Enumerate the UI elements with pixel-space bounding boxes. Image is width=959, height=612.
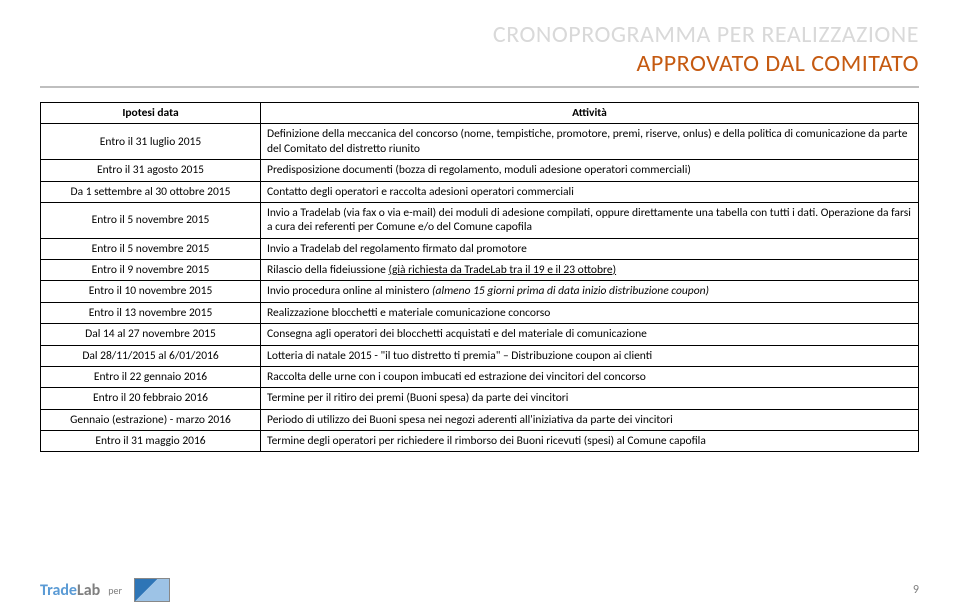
logo-trade-text: Trade bbox=[40, 581, 77, 600]
activity-cell: Contatto degli operatori e raccolta ades… bbox=[261, 181, 919, 202]
title-block: CRONOPROGRAMMA PER REALIZZAZIONE APPROVA… bbox=[40, 20, 919, 78]
table-header-row: Ipotesi data Attività bbox=[41, 103, 919, 124]
date-cell: Entro il 13 novembre 2015 bbox=[41, 302, 261, 323]
table-row: Entro il 9 novembre 2015Rilascio della f… bbox=[41, 260, 919, 281]
table-row: Entro il 31 luglio 2015Definizione della… bbox=[41, 124, 919, 160]
date-cell: Dal 28/11/2015 al 6/01/2016 bbox=[41, 345, 261, 366]
activity-cell: Definizione della meccanica del concorso… bbox=[261, 124, 919, 160]
activity-cell: Raccolta delle urne con i coupon imbucat… bbox=[261, 366, 919, 387]
activity-text: Invio procedura online al ministero bbox=[267, 284, 432, 298]
date-cell: Entro il 10 novembre 2015 bbox=[41, 281, 261, 302]
table-row: Entro il 31 maggio 2016Termine degli ope… bbox=[41, 431, 919, 452]
table-row: Entro il 13 novembre 2015Realizzazione b… bbox=[41, 302, 919, 323]
date-cell: Da 1 settembre al 30 ottobre 2015 bbox=[41, 181, 261, 202]
date-cell: Gennaio (estrazione) - marzo 2016 bbox=[41, 409, 261, 430]
activity-cell: Predisposizione documenti (bozza di rego… bbox=[261, 160, 919, 181]
activity-cell: Realizzazione blocchetti e materiale com… bbox=[261, 302, 919, 323]
date-cell: Entro il 31 maggio 2016 bbox=[41, 431, 261, 452]
title-line2: APPROVATO DAL COMITATO bbox=[40, 49, 919, 78]
activity-cell: Invio a Tradelab (via fax o via e-mail) … bbox=[261, 202, 919, 238]
table-row: Entro il 5 novembre 2015Invio a Tradelab… bbox=[41, 238, 919, 259]
date-cell: Entro il 22 gennaio 2016 bbox=[41, 366, 261, 387]
activity-text: Rilascio della fideiussione bbox=[267, 263, 388, 277]
table-row: Entro il 31 agosto 2015Predisposizione d… bbox=[41, 160, 919, 181]
date-cell: Entro il 31 luglio 2015 bbox=[41, 124, 261, 160]
date-cell: Entro il 20 febbraio 2016 bbox=[41, 388, 261, 409]
activity-cell: Termine per il ritiro dei premi (Buoni s… bbox=[261, 388, 919, 409]
date-cell: Entro il 5 novembre 2015 bbox=[41, 202, 261, 238]
activity-cell: Lotteria di natale 2015 - "il tuo distre… bbox=[261, 345, 919, 366]
page-number: 9 bbox=[913, 583, 919, 597]
table-row: Da 1 settembre al 30 ottobre 2015Contatt… bbox=[41, 181, 919, 202]
activity-cell: Termine degli operatori per richiedere i… bbox=[261, 431, 919, 452]
table-row: Gennaio (estrazione) - marzo 2016Periodo… bbox=[41, 409, 919, 430]
table-row: Dal 28/11/2015 al 6/01/2016Lotteria di n… bbox=[41, 345, 919, 366]
per-text: per bbox=[108, 584, 122, 597]
activity-italic: (almeno 15 giorni prima di data inizio d… bbox=[432, 284, 709, 298]
table-row: Entro il 20 febbraio 2016Termine per il … bbox=[41, 388, 919, 409]
activity-cell: Invio a Tradelab del regolamento firmato… bbox=[261, 238, 919, 259]
date-cell: Entro il 9 novembre 2015 bbox=[41, 260, 261, 281]
title-line1: CRONOPROGRAMMA PER REALIZZAZIONE bbox=[40, 20, 919, 49]
footer-left: TradeLab per bbox=[40, 578, 170, 602]
logo-lab-text: Lab bbox=[77, 581, 100, 600]
activity-cell: Invio procedura online al ministero (alm… bbox=[261, 281, 919, 302]
date-cell: Entro il 5 novembre 2015 bbox=[41, 238, 261, 259]
header-attivita: Attività bbox=[261, 103, 919, 124]
activity-underline: (già richiesta da TradeLab tra il 19 e i… bbox=[388, 263, 616, 277]
schedule-table: Ipotesi data Attività Entro il 31 luglio… bbox=[40, 102, 919, 452]
table-row: Dal 14 al 27 novembre 2015Consegna agli … bbox=[41, 324, 919, 345]
header-ipotesi-data: Ipotesi data bbox=[41, 103, 261, 124]
activity-cell: Periodo di utilizzo dei Buoni spesa nei … bbox=[261, 409, 919, 430]
table-row: Entro il 5 novembre 2015Invio a Tradelab… bbox=[41, 202, 919, 238]
footer: TradeLab per 9 bbox=[40, 578, 919, 602]
crest-icon bbox=[134, 578, 170, 602]
table-row: Entro il 10 novembre 2015Invio procedura… bbox=[41, 281, 919, 302]
date-cell: Dal 14 al 27 novembre 2015 bbox=[41, 324, 261, 345]
date-cell: Entro il 31 agosto 2015 bbox=[41, 160, 261, 181]
activity-cell: Consegna agli operatori dei blocchetti a… bbox=[261, 324, 919, 345]
title-underline bbox=[40, 86, 919, 88]
table-row: Entro il 22 gennaio 2016Raccolta delle u… bbox=[41, 366, 919, 387]
tradelab-logo: TradeLab bbox=[40, 581, 100, 600]
activity-cell: Rilascio della fideiussione (già richies… bbox=[261, 260, 919, 281]
